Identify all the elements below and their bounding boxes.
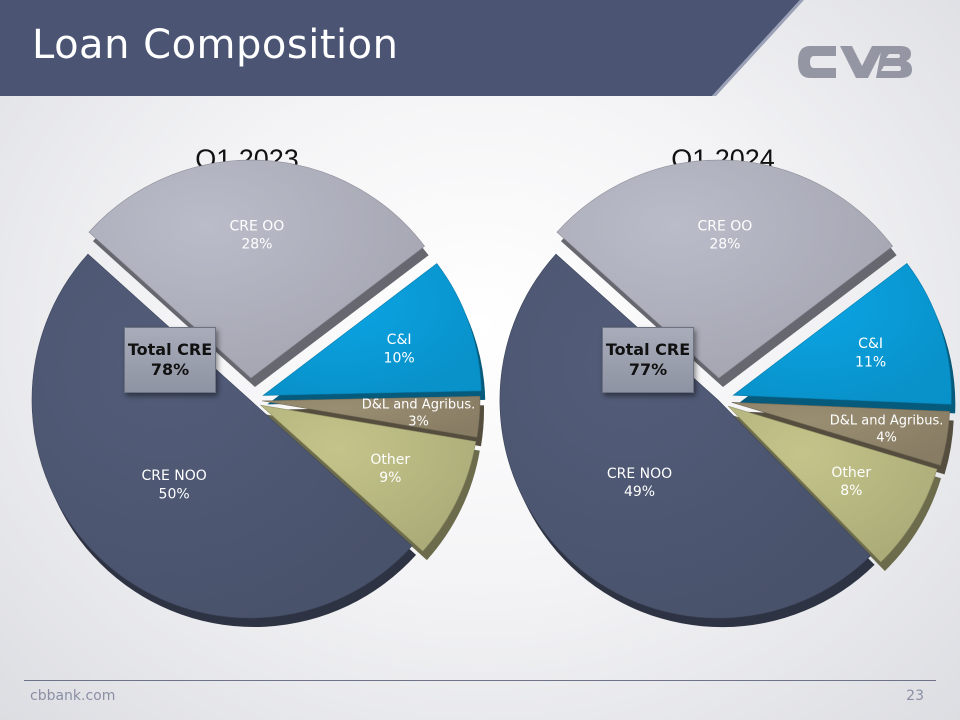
slice-label-dandl-and-agribus: D&L and Agribus. 4% [830,414,944,446]
slice-label-dandl-and-agribus: D&L and Agribus. 3% [362,397,476,429]
total-cre-value: 77% [628,360,668,379]
total-cre-callout-q1-2023: Total CRE 78% [124,327,216,393]
cvb-logo [798,46,912,78]
slice-label-other: Other 8% [831,465,871,499]
total-cre-value: 78% [150,360,190,379]
pie-slice-dandl-and-agribus [731,402,950,466]
footer-website: cbbank.com [30,688,116,704]
slide-title: Loan Composition [32,22,399,68]
pie-slice-other [259,404,477,552]
footer-divider [24,680,936,681]
slice-label-cre-noo: CRE NOO 49% [607,466,672,500]
page-number: 23 [906,688,924,704]
slice-label-cre-noo: CRE NOO 50% [141,468,206,502]
pie-slice-candi [262,263,482,396]
pie-slice-cre-oo [88,159,425,379]
slice-label-other: Other 9% [370,452,410,486]
pie-slice-cre-noo [499,253,871,619]
title-banner [0,0,804,96]
total-cre-callout-q1-2024: Total CRE 77% [602,327,694,393]
slice-label-cre-oo: CRE OO 28% [229,218,284,252]
slice-label-candi: C&I 10% [384,332,415,366]
pie-slice-dandl-and-agribus [261,396,481,438]
total-cre-label: Total CRE [605,340,691,359]
pie-slice-cre-oo [556,159,893,379]
pie-slice-candi [732,262,952,405]
pie-slice-other [728,405,938,563]
slice-label-cre-oo: CRE OO 28% [697,218,752,252]
total-cre-label: Total CRE [127,340,213,359]
slice-label-candi: C&I 11% [855,336,886,370]
